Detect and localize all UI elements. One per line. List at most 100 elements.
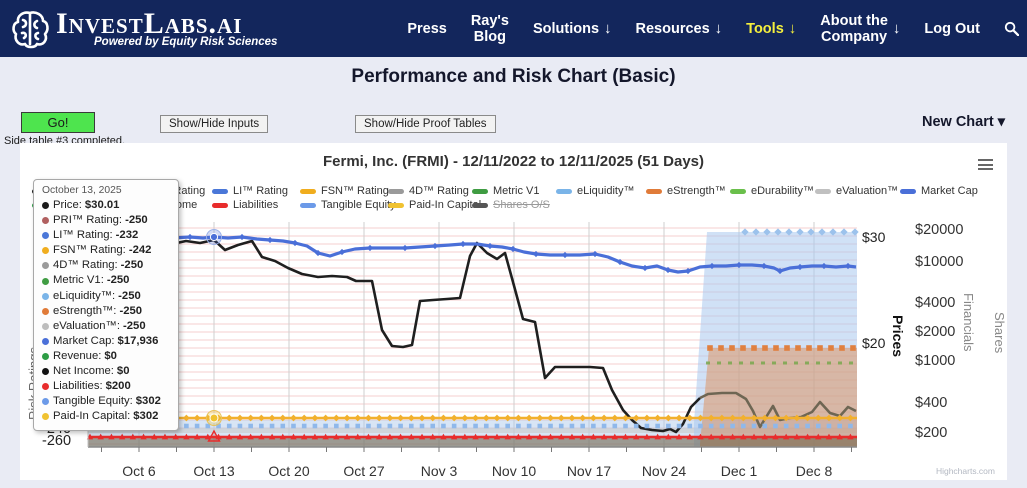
tooltip-row: 4D™ Rating: -250 — [42, 258, 170, 273]
axis-label: $20000 — [915, 222, 964, 238]
legend-marker-icon — [556, 188, 572, 194]
tooltip-value: -232 — [115, 229, 139, 242]
tooltip-label: Net Income: — [53, 365, 114, 378]
chevron-down-icon: ↓ — [788, 19, 797, 37]
axis-label: $4000 — [915, 295, 956, 311]
legend-item-paid-in-capital[interactable]: Paid-In Capital — [388, 199, 481, 211]
legend-marker-icon — [646, 188, 662, 194]
legend-label: Liabilities — [233, 199, 279, 211]
axis-label: Nov 17 — [566, 463, 612, 479]
show-hide-inputs-button[interactable]: Show/Hide Inputs — [160, 115, 269, 133]
series-dot-icon — [42, 262, 49, 270]
series-dot-icon — [42, 383, 49, 391]
legend-label: 4D™ Rating — [409, 185, 469, 197]
new-chart-dropdown[interactable]: New Chart ▾ — [921, 114, 1005, 130]
legend-marker-icon — [900, 188, 916, 194]
nav-item-about-the-company[interactable]: About the Company ↓ — [820, 12, 901, 45]
nav-item-solutions[interactable]: Solutions ↓ — [532, 19, 612, 37]
tooltip-value: -250 — [123, 319, 146, 332]
nav-item-press[interactable]: Press — [407, 20, 447, 37]
series-dot-icon — [42, 307, 49, 315]
nav-item-resources[interactable]: Resources ↓ — [635, 19, 723, 37]
axis-label: Dec 8 — [795, 463, 833, 479]
chevron-down-icon: ↓ — [714, 19, 723, 37]
tooltip-label: 4D™ Rating: — [53, 259, 118, 272]
tooltip-row: eLiquidity™: -250 — [42, 289, 170, 304]
tooltip-value: $17,936 — [117, 334, 159, 347]
tooltip-row: Liabilities: $200 — [42, 379, 170, 394]
legend-marker-icon — [815, 188, 831, 194]
tooltip-row: Market Cap: $17,936 — [42, 334, 170, 349]
top-nav-bar: InvestLabs.ai Powered by Equity Risk Sci… — [0, 0, 1027, 57]
highcharts-credit[interactable]: Highcharts.com — [935, 466, 995, 476]
axis-label: $1000 — [915, 353, 956, 369]
tooltip-label: eStrength™: — [53, 304, 117, 317]
legend-label: Metric V1 — [493, 185, 540, 197]
tooltip-value: -250 — [119, 304, 143, 317]
financials-axis-title: Financials — [961, 293, 976, 352]
legend-label: Market Cap — [921, 185, 978, 197]
series-dot-icon — [42, 232, 49, 240]
series-dot-icon — [42, 398, 49, 406]
legend-item-fsn-rating[interactable]: FSN™ Rating — [300, 185, 389, 197]
legend-marker-icon — [300, 188, 316, 194]
tooltip-value: $0 — [104, 349, 117, 362]
prices-axis-title: Prices — [890, 315, 906, 358]
legend-item-eliquidity-[interactable]: eLiquidity™ — [556, 185, 634, 197]
series-dot-icon — [42, 277, 49, 285]
tooltip-row: eStrength™: -250 — [42, 304, 170, 319]
nav-item-ray-s-blog[interactable]: Ray's Blog — [470, 12, 509, 45]
tooltip-value: $0 — [116, 365, 130, 378]
series-dot-icon — [42, 202, 49, 210]
tooltip-label: Market Cap: — [53, 334, 115, 347]
tooltip-label: FSN™ Rating: — [53, 244, 126, 257]
chart-tooltip: October 13, 2025 Price: $30.01 PRI™ Rating… — [33, 179, 179, 432]
nav-item-tools[interactable]: Tools ↓ — [746, 19, 797, 37]
legend-label: eDurability™ — [751, 185, 814, 197]
go-button[interactable]: Go! — [21, 112, 95, 133]
search-icon[interactable] — [1004, 21, 1019, 36]
series-dot-icon — [42, 322, 49, 330]
tooltip-label: eValuation™: — [53, 319, 120, 332]
legend-label: LI™ Rating — [233, 185, 289, 197]
legend-item-liabilities[interactable]: Liabilities — [212, 199, 278, 211]
nav-item-log-out[interactable]: Log Out — [924, 20, 980, 37]
chart-menu-icon[interactable] — [978, 159, 993, 170]
tooltip-label: Price: — [53, 199, 82, 211]
show-hide-proof-tables-button[interactable]: Show/Hide Proof Tables — [355, 115, 496, 133]
logo[interactable]: InvestLabs.ai Powered by Equity Risk Sci… — [10, 6, 277, 49]
legend-item-market-cap[interactable]: Market Cap — [900, 185, 978, 197]
tooltip-label: Paid-In Capital: — [53, 410, 131, 423]
tooltip-row: Revenue: $0 — [42, 349, 170, 364]
legend-item-estrength-[interactable]: eStrength™ — [646, 185, 726, 197]
tooltip-row: FSN™ Rating: -242 — [42, 243, 170, 258]
legend-item-4d-rating[interactable]: 4D™ Rating — [388, 185, 469, 197]
tooltip-row: Metric V1: -250 — [42, 273, 170, 288]
tooltip-row: eValuation™: -250 — [42, 319, 170, 334]
legend-marker-icon — [472, 202, 488, 208]
legend-item-li-rating[interactable]: LI™ Rating — [212, 185, 288, 197]
axis-label: Nov 10 — [491, 463, 537, 479]
tooltip-row: Paid-In Capital: $302 — [42, 409, 170, 424]
legend-item-evaluation-[interactable]: eValuation™ — [815, 185, 898, 197]
tooltip-value: $30.01 — [84, 199, 120, 211]
tooltip-row: PRI™ Rating: -250 — [42, 213, 170, 228]
axis-label: Nov 3 — [420, 463, 458, 479]
legend-item-metric-v1[interactable]: Metric V1 — [472, 185, 539, 197]
legend-item-tangible-equity[interactable]: Tangible Equity — [300, 199, 396, 211]
tooltip-label: Revenue: — [53, 349, 102, 362]
legend-item-edurability-[interactable]: eDurability™ — [730, 185, 814, 197]
legend-marker-icon — [388, 202, 404, 208]
axis-label: -260 — [42, 433, 72, 449]
tooltip-value: -250 — [118, 289, 141, 302]
logo-title: InvestLabs.ai — [56, 6, 243, 40]
legend-label: eValuation™ — [836, 185, 899, 197]
tooltip-row: Tangible Equity: $302 — [42, 394, 170, 409]
legend-label: FSN™ Rating — [321, 185, 389, 197]
series-dot-icon — [42, 217, 49, 225]
axis-label: $20 — [862, 335, 886, 351]
page-title: Performance and Risk Chart (Basic) — [351, 66, 676, 87]
legend-item-shares-o-s[interactable]: Shares O/S — [472, 199, 550, 211]
